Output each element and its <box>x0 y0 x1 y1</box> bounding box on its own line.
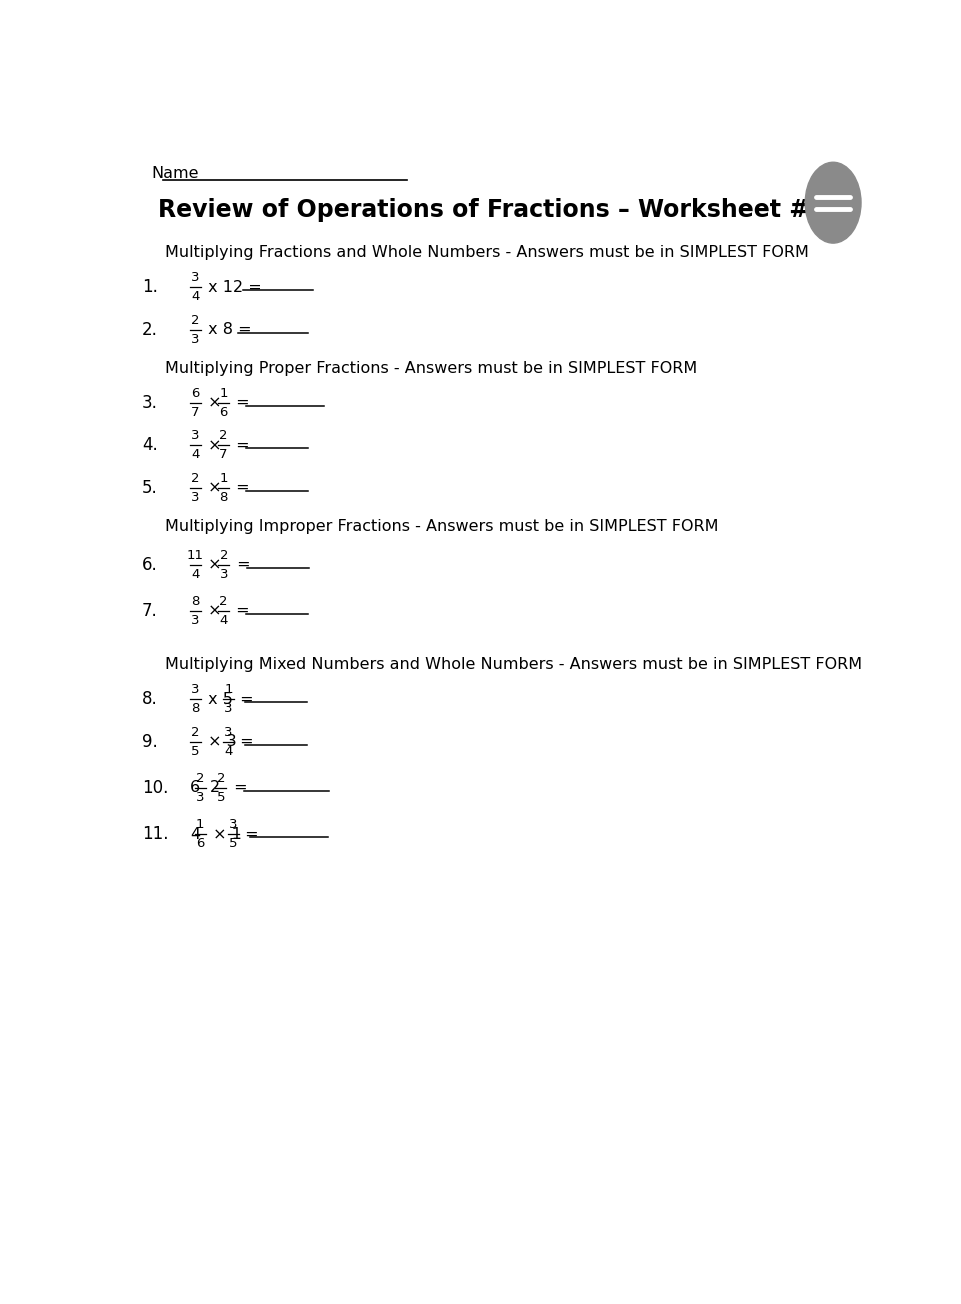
Text: 4: 4 <box>191 291 200 304</box>
Text: 3: 3 <box>224 725 233 738</box>
Text: ×: × <box>203 480 227 496</box>
Text: 6: 6 <box>191 387 200 400</box>
Text: 4: 4 <box>224 745 233 758</box>
Text: 3: 3 <box>191 614 200 627</box>
Text: =: = <box>232 604 255 618</box>
Text: Multiplying Improper Fractions - Answers must be in SIMPLEST FORM: Multiplying Improper Fractions - Answers… <box>165 519 719 533</box>
Text: 2: 2 <box>216 772 225 785</box>
Text: 3: 3 <box>219 567 228 580</box>
Text: 4: 4 <box>219 614 228 627</box>
Text: ×: × <box>204 557 227 572</box>
Text: =: = <box>232 557 256 572</box>
Text: 10.: 10. <box>142 778 168 797</box>
Text: 8: 8 <box>219 490 228 503</box>
Text: ×: × <box>203 604 227 618</box>
Text: 6.: 6. <box>142 556 158 574</box>
Text: 1: 1 <box>224 683 233 696</box>
Text: 6: 6 <box>196 837 205 850</box>
Text: 7: 7 <box>191 406 200 419</box>
Text: x 5: x 5 <box>203 692 233 707</box>
Text: × 1: × 1 <box>208 827 242 841</box>
Text: ×: × <box>203 395 227 411</box>
Text: 2: 2 <box>219 429 228 442</box>
Text: =: = <box>235 692 254 707</box>
Text: 5.: 5. <box>142 479 158 497</box>
Text: 2: 2 <box>219 549 228 562</box>
Text: × 3: × 3 <box>203 734 236 750</box>
Text: 3: 3 <box>191 429 200 442</box>
Text: 3: 3 <box>191 333 200 346</box>
Text: 11.: 11. <box>142 825 168 844</box>
Ellipse shape <box>805 162 861 243</box>
Text: =: = <box>235 734 254 750</box>
Text: 2: 2 <box>196 772 205 785</box>
Text: 1: 1 <box>196 818 205 831</box>
Text: 4: 4 <box>190 827 200 841</box>
Text: 8: 8 <box>191 595 200 608</box>
Text: =: = <box>232 395 255 411</box>
Text: Multiplying Fractions and Whole Numbers - Answers must be in SIMPLEST FORM: Multiplying Fractions and Whole Numbers … <box>165 245 809 261</box>
Text: 3: 3 <box>191 271 200 284</box>
Text: =: = <box>232 480 255 496</box>
Text: 3: 3 <box>196 792 205 803</box>
Text: 3.: 3. <box>142 394 158 412</box>
Text: 4: 4 <box>191 449 200 462</box>
Text: 11: 11 <box>187 549 204 562</box>
Text: Name: Name <box>151 166 199 181</box>
Text: 1: 1 <box>219 472 228 485</box>
Text: ×: × <box>203 438 227 452</box>
Text: 4: 4 <box>191 567 200 580</box>
Text: 2.: 2. <box>142 321 158 339</box>
Text: x 12 =: x 12 = <box>203 280 267 295</box>
Text: 5: 5 <box>191 745 200 758</box>
Text: =: = <box>232 438 255 452</box>
Text: x 8 =: x 8 = <box>203 322 257 338</box>
Text: 5: 5 <box>216 792 225 803</box>
Text: 2: 2 <box>191 472 200 485</box>
Text: 7.: 7. <box>142 601 158 619</box>
Text: 2: 2 <box>191 725 200 738</box>
Text: Review of Operations of Fractions – Worksheet #2: Review of Operations of Fractions – Work… <box>159 198 825 223</box>
Text: 9.: 9. <box>142 733 158 751</box>
Text: 6: 6 <box>190 780 200 795</box>
Text: Multiplying Proper Fractions - Answers must be in SIMPLEST FORM: Multiplying Proper Fractions - Answers m… <box>165 361 698 376</box>
Text: =: = <box>240 827 259 841</box>
Text: 7: 7 <box>219 449 228 462</box>
Text: 3: 3 <box>224 703 233 716</box>
Text: 2: 2 <box>210 780 220 795</box>
Text: 3: 3 <box>229 818 237 831</box>
Text: 3: 3 <box>191 490 200 503</box>
Text: 5: 5 <box>229 837 237 850</box>
Text: 8.: 8. <box>142 690 158 708</box>
Text: Multiplying Mixed Numbers and Whole Numbers - Answers must be in SIMPLEST FORM: Multiplying Mixed Numbers and Whole Numb… <box>165 657 862 672</box>
Text: 4.: 4. <box>142 437 158 454</box>
Text: 6: 6 <box>219 406 228 419</box>
Text: 2: 2 <box>219 595 228 608</box>
Text: 1: 1 <box>219 387 228 400</box>
Text: 2: 2 <box>191 314 200 327</box>
Text: =: = <box>229 780 253 795</box>
Text: 1.: 1. <box>142 278 158 296</box>
Text: 3: 3 <box>191 683 200 696</box>
Text: 8: 8 <box>191 703 200 716</box>
